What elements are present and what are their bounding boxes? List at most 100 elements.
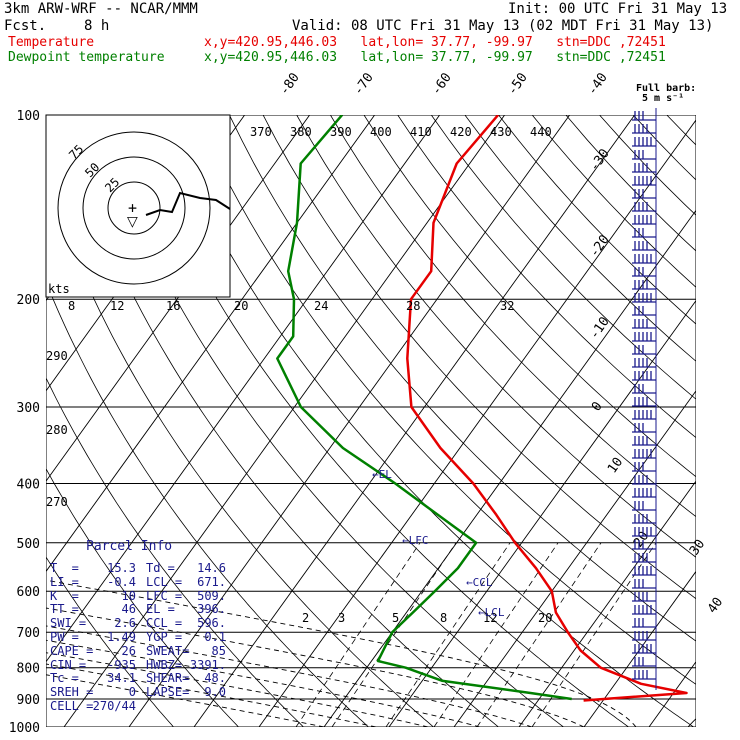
mixing-ratio-line [476, 542, 602, 727]
init-time: Init: 00 UTC Fri 31 May 13 [508, 1, 728, 17]
mixing-ratio-label: 2 [302, 611, 309, 625]
isotherm-label: -10 [587, 314, 613, 342]
mixing-ratio-line [433, 542, 559, 727]
hodograph-axis-label: 20 [234, 299, 248, 313]
parcel-info-cell: 671. [197, 574, 226, 589]
wind-barb [632, 189, 656, 199]
mixing-ratio-line [295, 542, 421, 727]
hodograph-axis-label: 16 [166, 299, 180, 313]
parcel-info-cell: 48. [204, 671, 226, 686]
mixing-ratio-label: 12 [483, 611, 497, 625]
hodograph-axis-label: 32 [500, 299, 514, 313]
theta-label: 420 [450, 125, 472, 139]
hodograph-axis-label: 24 [314, 299, 328, 313]
parcel-info-cell: YGP = [146, 630, 183, 644]
wind-barb [632, 306, 656, 316]
wind-barb [632, 501, 656, 511]
mixing-ratio-label: 8 [440, 611, 447, 625]
wind-barb [632, 228, 656, 238]
isotherm [46, 115, 441, 663]
pressure-label-400: 400 [17, 477, 40, 492]
mixing-ratio-line [331, 542, 457, 727]
hodograph-box [45, 114, 231, 298]
wind-barb [632, 202, 656, 212]
parcel-info-cell: 509. [197, 588, 226, 603]
parcel-info-cell: 2.6 [114, 616, 136, 631]
parcel-info-cell: 0.1 [204, 630, 226, 644]
level-annotation-lfc: ←LFC [402, 534, 429, 547]
dewpoint-legend: Dewpoint temperature [8, 50, 165, 65]
dry-adiabat [94, 115, 564, 727]
wind-barb [632, 358, 656, 368]
isotherm-label: -20 [587, 232, 613, 260]
parcel-info-cell: LI = [50, 574, 79, 589]
dry-adiabat [128, 115, 629, 727]
wind-barb [632, 449, 656, 459]
wind-barb [632, 462, 656, 472]
parcel-info-cell: TT = [50, 602, 79, 617]
moist-adiabat [46, 579, 637, 727]
isotherm [258, 119, 696, 727]
wind-barb [632, 345, 656, 355]
temperature-point-info: x,y=420.95,446.03 lat,lon= 37.77, -99.97… [204, 35, 666, 50]
wind-barb [632, 163, 656, 173]
parcel-info-cell: 3391. [189, 657, 226, 672]
parcel-info-cell: -935 [107, 657, 136, 672]
wind-barb [632, 631, 656, 641]
theta-label: 370 [250, 125, 272, 139]
wind-barb [632, 579, 656, 589]
pressure-label-800: 800 [17, 662, 40, 677]
parcel-info-cell: 15.3 [107, 561, 136, 575]
parcel-info-cell: CAPE = [50, 643, 94, 658]
isotherm [128, 115, 571, 727]
isotherm [46, 115, 311, 482]
moist-adiabat [46, 607, 585, 727]
isotherm [583, 570, 696, 727]
parcel-info-cell: CIN = [50, 657, 87, 672]
hodograph-center-marker: + [128, 199, 137, 217]
parcel-info-cell: Tc = [50, 671, 79, 686]
hodograph-ring [107, 181, 161, 235]
full-barb-unit: 5 m s⁻¹ [642, 93, 685, 104]
parcel-info-cell: 14.6 [197, 561, 226, 575]
hodograph-axis-label: 12 [110, 299, 124, 313]
parcel-info-cell: K = [50, 588, 79, 603]
pressure-label-600: 600 [17, 585, 40, 600]
parcel-info-cell: T = [50, 561, 79, 575]
mixing-ratio-label: 5 [392, 611, 399, 625]
pressure-label-500: 500 [17, 537, 40, 552]
parcel-info-cell: EL = [146, 602, 175, 617]
wind-barb [632, 618, 656, 628]
theta-left-label: 290 [46, 349, 68, 363]
parcel-info-cell: CCL = [146, 616, 183, 631]
wind-barb [632, 137, 656, 147]
wind-barb [632, 332, 656, 342]
dry-adiabat [565, 115, 696, 252]
parcel-info-cell: 85 [211, 643, 226, 658]
wind-barb [632, 527, 656, 537]
isotherm [323, 209, 696, 727]
isotherm [714, 115, 740, 727]
wind-barb [632, 397, 656, 407]
isotherm-label: -60 [429, 70, 455, 98]
dewpoint-point-info: x,y=420.95,446.03 lat,lon= 37.77, -99.97… [204, 50, 666, 65]
isotherm-label: -50 [505, 70, 531, 98]
parcel-info-cell: PW = [50, 630, 79, 644]
parcel-info-cell: LFC = [146, 588, 183, 603]
parcel-info-cell: SWI = [50, 616, 87, 631]
dry-adiabat [666, 115, 696, 146]
wind-barb [632, 644, 656, 654]
isotherm [46, 115, 376, 573]
wind-barb [632, 150, 656, 160]
isotherm-label: 10 [605, 455, 626, 476]
parcel-info-cell: 34.1 [107, 671, 136, 686]
parcel-info-cell: HWBZ= [146, 657, 183, 672]
dry-adiabat [46, 467, 239, 727]
wind-barb [632, 592, 656, 602]
hodograph-ring [57, 131, 211, 285]
hodograph-axis-label: 8 [68, 299, 75, 313]
theta-label: 430 [490, 125, 512, 139]
dry-adiabat [531, 115, 696, 288]
isotherm [518, 480, 696, 727]
